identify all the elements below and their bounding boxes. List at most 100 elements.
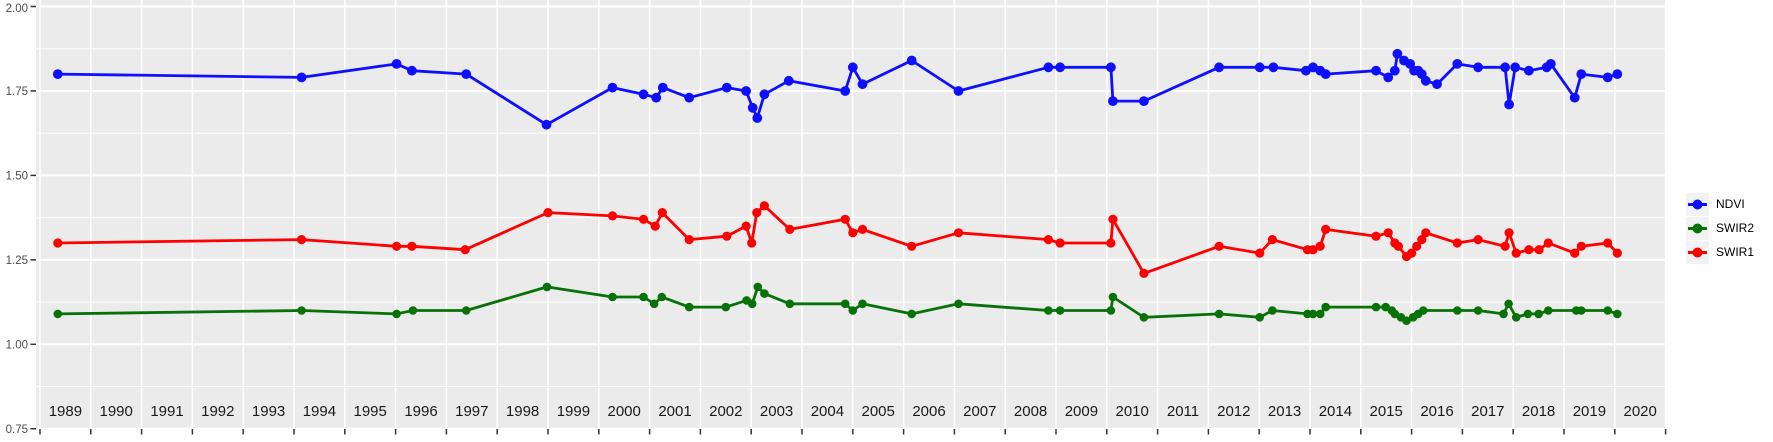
data-point-swir2	[785, 299, 795, 309]
data-point-swir2	[639, 292, 648, 302]
data-point-swir2	[1371, 302, 1381, 312]
x-tick-label: 2019	[1573, 403, 1606, 420]
data-point-swir2	[1055, 306, 1065, 315]
data-point-swir1	[607, 211, 618, 221]
data-point-swir2	[1603, 306, 1612, 315]
legend-label: NDVI	[1716, 197, 1745, 211]
data-point-ndvi	[1612, 69, 1623, 79]
data-point-swir1	[857, 224, 868, 234]
data-point-swir2	[1523, 309, 1533, 319]
data-point-swir1	[297, 235, 307, 245]
data-point-ndvi	[1108, 96, 1118, 106]
x-tick-label: 2001	[658, 403, 691, 420]
data-point-swir1	[1055, 238, 1065, 248]
data-point-swir1	[1139, 268, 1149, 278]
x-tick-label: 1994	[303, 403, 336, 420]
data-point-swir2	[608, 292, 617, 302]
data-point-swir2	[1308, 309, 1318, 319]
data-point-ndvi	[741, 86, 751, 96]
legend-key-icon	[1686, 217, 1709, 240]
data-point-ndvi	[1214, 62, 1224, 73]
data-point-swir2	[747, 299, 757, 309]
data-point-swir2	[1453, 306, 1462, 315]
x-tick-label: 2006	[912, 403, 945, 420]
data-point-swir1	[759, 201, 770, 211]
data-point-swir1	[1371, 231, 1381, 241]
x-tick-label: 2005	[862, 403, 895, 420]
data-point-ndvi	[1452, 59, 1463, 69]
data-point-swir1	[1511, 248, 1521, 258]
data-point-swir2	[760, 289, 769, 298]
data-point-ndvi	[296, 72, 307, 83]
x-tick-label: 2014	[1319, 403, 1352, 420]
data-point-ndvi	[953, 86, 964, 96]
data-point-swir2	[1044, 306, 1053, 315]
data-point-swir1	[1417, 235, 1427, 245]
legend-key-symbol	[1688, 199, 1707, 210]
data-point-swir1	[1407, 248, 1417, 258]
data-point-swir2	[1544, 306, 1553, 315]
data-point-swir1	[1267, 235, 1277, 245]
data-point-ndvi	[651, 92, 662, 103]
data-point-swir2	[1613, 309, 1622, 319]
data-point-ndvi	[1500, 62, 1510, 73]
data-point-swir1	[543, 208, 553, 218]
data-point-swir2	[1255, 313, 1264, 322]
data-point-ndvi	[541, 119, 552, 130]
data-point-swir1	[953, 228, 964, 238]
x-tick-label: 1992	[201, 403, 234, 420]
data-point-swir1	[392, 241, 402, 251]
y-tick-label: 2.00	[6, 3, 28, 15]
data-point-swir2	[1268, 306, 1277, 315]
data-point-swir1	[1570, 248, 1580, 258]
data-point-swir2	[954, 299, 963, 309]
data-point-swir1	[650, 221, 660, 231]
x-tick-label: 2007	[963, 403, 996, 420]
legend-label: SWIR2	[1716, 221, 1755, 235]
data-point-ndvi	[1055, 62, 1065, 73]
data-point-swir2	[1419, 306, 1428, 315]
data-point-swir1	[848, 228, 858, 238]
data-point-ndvi	[783, 75, 794, 86]
data-point-swir1	[1043, 235, 1053, 245]
y-tick-label: 1.75	[6, 86, 28, 98]
x-tick-label: 2015	[1370, 403, 1403, 420]
data-point-ndvi	[1139, 96, 1149, 106]
data-point-swir2	[753, 282, 763, 292]
data-point-swir2	[297, 306, 306, 315]
x-tick-label: 1993	[252, 403, 285, 420]
data-point-swir2	[649, 299, 659, 309]
y-tick-label: 1.25	[6, 255, 28, 267]
data-point-ndvi	[1510, 62, 1521, 73]
data-point-swir1	[684, 235, 694, 245]
data-point-swir1	[1383, 228, 1393, 238]
x-tick-label: 2013	[1268, 403, 1301, 420]
x-tick-label: 2011	[1167, 403, 1199, 420]
data-point-swir1	[1603, 238, 1613, 248]
x-tick-label: 1991	[150, 403, 183, 420]
data-point-ndvi	[1106, 62, 1116, 73]
data-point-ndvi	[721, 82, 732, 93]
data-point-ndvi	[1392, 48, 1403, 59]
x-tick-label: 2017	[1471, 403, 1504, 420]
data-point-ndvi	[1569, 92, 1580, 103]
x-tick-label: 2002	[709, 403, 742, 420]
x-tick-label: 2008	[1014, 403, 1047, 420]
data-point-swir2	[1511, 313, 1521, 322]
x-tick-label: 2012	[1217, 403, 1250, 420]
data-point-ndvi	[657, 82, 668, 93]
data-point-ndvi	[759, 89, 770, 100]
data-point-swir1	[752, 208, 762, 218]
data-point-swir2	[1473, 306, 1483, 315]
x-tick-label: 2003	[760, 403, 793, 420]
data-point-swir1	[747, 238, 757, 248]
data-point-swir1	[1308, 245, 1318, 255]
data-point-swir1	[1106, 238, 1116, 248]
x-tick-label: 1990	[100, 403, 133, 420]
data-point-ndvi	[857, 79, 868, 90]
data-point-swir2	[1534, 309, 1543, 319]
data-point-swir1	[407, 241, 417, 251]
x-tick-label: 2020	[1624, 403, 1657, 420]
data-point-swir1	[1452, 238, 1462, 248]
data-point-ndvi	[52, 69, 63, 79]
